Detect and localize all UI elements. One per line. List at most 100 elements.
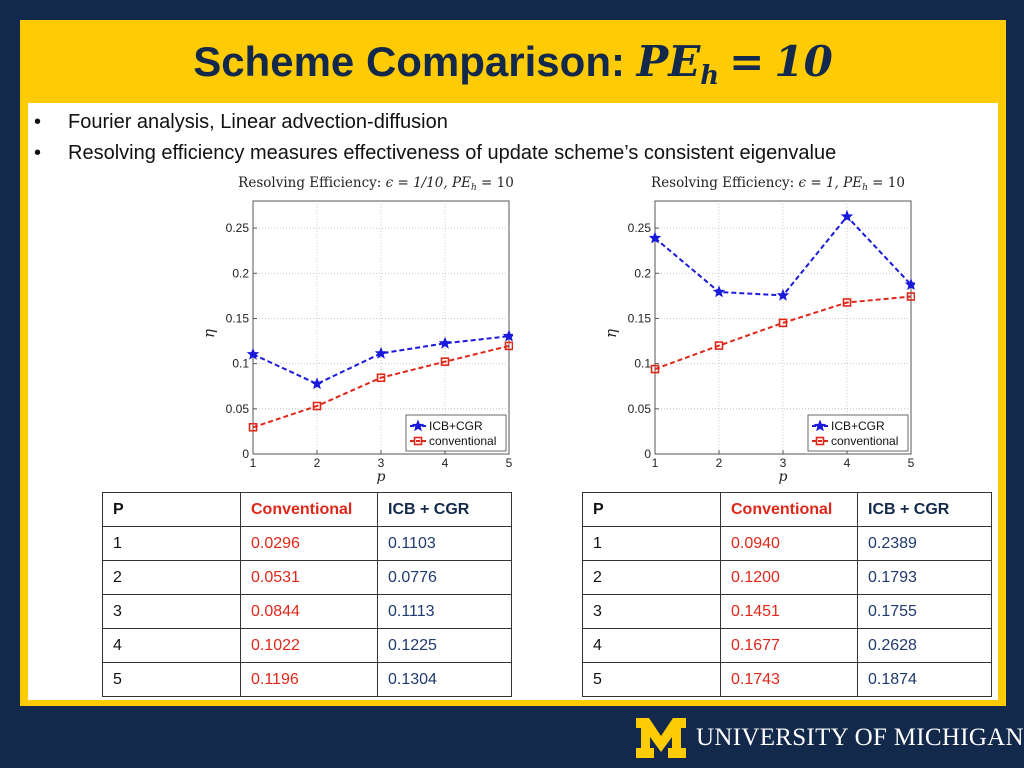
table-header-icb: ICB + CGR xyxy=(857,492,992,527)
square-marker xyxy=(312,401,322,411)
chart-title-eps: ϵ = 1/10, xyxy=(386,175,452,191)
x-tick-label: 5 xyxy=(506,456,513,470)
bullet-dot-icon: • xyxy=(34,142,42,164)
square-marker xyxy=(248,422,258,432)
table-cell: 0.2389 xyxy=(857,526,992,561)
square-marker xyxy=(906,292,915,301)
table-cell: 2 xyxy=(582,560,721,595)
table-header-conventional: Conventional xyxy=(240,492,378,527)
table-cell: 0.1755 xyxy=(857,594,992,629)
legend-label: ICB+CGR xyxy=(831,419,885,433)
table-cell: 0.1743 xyxy=(720,662,858,697)
square-marker xyxy=(440,357,450,366)
table-row: 1 0.0296 0.1103 xyxy=(102,526,512,561)
table-cell: 0.1304 xyxy=(377,662,512,697)
table-cell: 0.0844 xyxy=(240,594,378,629)
table-cell: 0.1451 xyxy=(720,594,858,629)
grid-lines xyxy=(655,201,911,454)
star-marker xyxy=(411,419,425,432)
slide-content: • Fourier analysis, Linear advection-diff… xyxy=(28,103,998,700)
x-tick-label: 4 xyxy=(844,456,851,470)
table-cell: 4 xyxy=(102,628,241,663)
table-cell: 1 xyxy=(102,526,241,561)
chart-svg: Resolving Efficiency: ϵ = 1, PEh = 10 0 0.… xyxy=(602,175,915,485)
y-axis-label: η xyxy=(200,329,218,338)
chart-title-eps: ϵ = 1, xyxy=(798,175,843,191)
chart-title: Resolving Efficiency: ϵ = 1, PEh = 10 xyxy=(651,175,905,193)
title-math-base: PE xyxy=(636,37,701,86)
square-marker xyxy=(504,341,513,351)
title-text: Scheme Comparison: xyxy=(193,38,637,85)
table-row: 5 0.1196 0.1304 xyxy=(102,662,512,697)
table-cell: 0.0296 xyxy=(240,526,378,561)
y-tick-label: 0.1 xyxy=(232,357,249,371)
table-row: 2 0.0531 0.0776 xyxy=(102,560,512,595)
y-tick-label: 0.05 xyxy=(226,402,250,416)
title-math-eq: = xyxy=(729,37,765,86)
bullet-item: • Fourier analysis, Linear advection-diff… xyxy=(34,107,836,138)
y-tick-label: 0 xyxy=(644,447,651,461)
x-tick-label: 3 xyxy=(780,456,787,470)
x-tick-label: 2 xyxy=(314,456,321,470)
chart-title: Resolving Efficiency: ϵ = 1/10, PEh = 10 xyxy=(238,175,513,193)
star-marker xyxy=(648,231,662,244)
y-tick-label: 0.2 xyxy=(634,266,651,280)
star-marker xyxy=(813,419,827,432)
square-marker xyxy=(650,364,660,374)
star-marker xyxy=(310,377,324,390)
series-line xyxy=(252,335,510,386)
data-table-right: P Conventional ICB + CGR 1 0.0940 0.2389 2… xyxy=(582,492,992,697)
x-tick-label: 2 xyxy=(716,456,723,470)
x-tick-label: 1 xyxy=(250,456,257,470)
table-cell: 5 xyxy=(102,662,241,697)
star-marker xyxy=(712,285,726,298)
table-row: 4 0.1677 0.2628 xyxy=(582,628,992,663)
chart-title-pe: PE xyxy=(842,175,862,191)
table-cell: 0.1196 xyxy=(240,662,378,697)
chart-title-pe-value: = 10 xyxy=(868,175,905,191)
star-marker xyxy=(840,209,854,222)
table-cell: 0.0531 xyxy=(240,560,378,595)
chart-right: Resolving Efficiency: ϵ = 1, PEh = 10 0 0.… xyxy=(580,168,915,488)
star-marker xyxy=(246,347,260,360)
chart-left: Resolving Efficiency: ϵ = 1/10, PEh = 10… xyxy=(178,168,513,488)
table-cell: 0.1793 xyxy=(857,560,992,595)
bullet-item: • Resolving efficiency measures effective… xyxy=(34,138,836,169)
star-marker xyxy=(776,288,790,301)
table-row: 2 0.1200 0.1793 xyxy=(582,560,992,595)
series-line xyxy=(252,344,510,429)
star-marker xyxy=(502,329,513,342)
table-cell: 0.0940 xyxy=(720,526,858,561)
table-header-icb: ICB + CGR xyxy=(377,492,512,527)
university-name: UNIVERSITY OF MICHIGAN xyxy=(696,724,1024,751)
legend-box xyxy=(807,414,909,452)
slide-title: Scheme Comparison: PEh = 10 xyxy=(20,22,1006,102)
y-tick-label: 0.25 xyxy=(226,221,250,235)
square-marker xyxy=(413,436,423,446)
x-tick-label: 5 xyxy=(908,456,915,470)
table-cell: 5 xyxy=(582,662,721,697)
series-line xyxy=(654,295,912,371)
title-math: PEh = 10 xyxy=(636,37,833,91)
star-marker xyxy=(904,278,915,290)
table-cell: 0.1103 xyxy=(377,526,512,561)
block-m-icon xyxy=(636,718,686,758)
square-marker xyxy=(842,298,852,307)
university-logo: UNIVERSITY OF MICHIGAN xyxy=(634,716,1024,760)
table-row: 5 0.1743 0.1874 xyxy=(582,662,992,697)
y-tick-label: 0.15 xyxy=(628,311,652,325)
title-math-value: 10 xyxy=(774,37,833,86)
table-header-p: P xyxy=(102,492,241,527)
bullet-text: Fourier analysis, Linear advection-diffu… xyxy=(68,111,448,133)
table-cell: 1 xyxy=(582,526,721,561)
legend-label: conventional xyxy=(831,434,898,448)
y-tick-label: 0.1 xyxy=(634,357,651,371)
chart-title-text: Resolving Efficiency: xyxy=(238,175,385,191)
table-cell: 3 xyxy=(102,594,241,629)
x-tick-label: 3 xyxy=(378,456,385,470)
series-icb-cgr xyxy=(648,209,915,301)
square-marker xyxy=(815,436,825,446)
table-cell: 0.1200 xyxy=(720,560,858,595)
